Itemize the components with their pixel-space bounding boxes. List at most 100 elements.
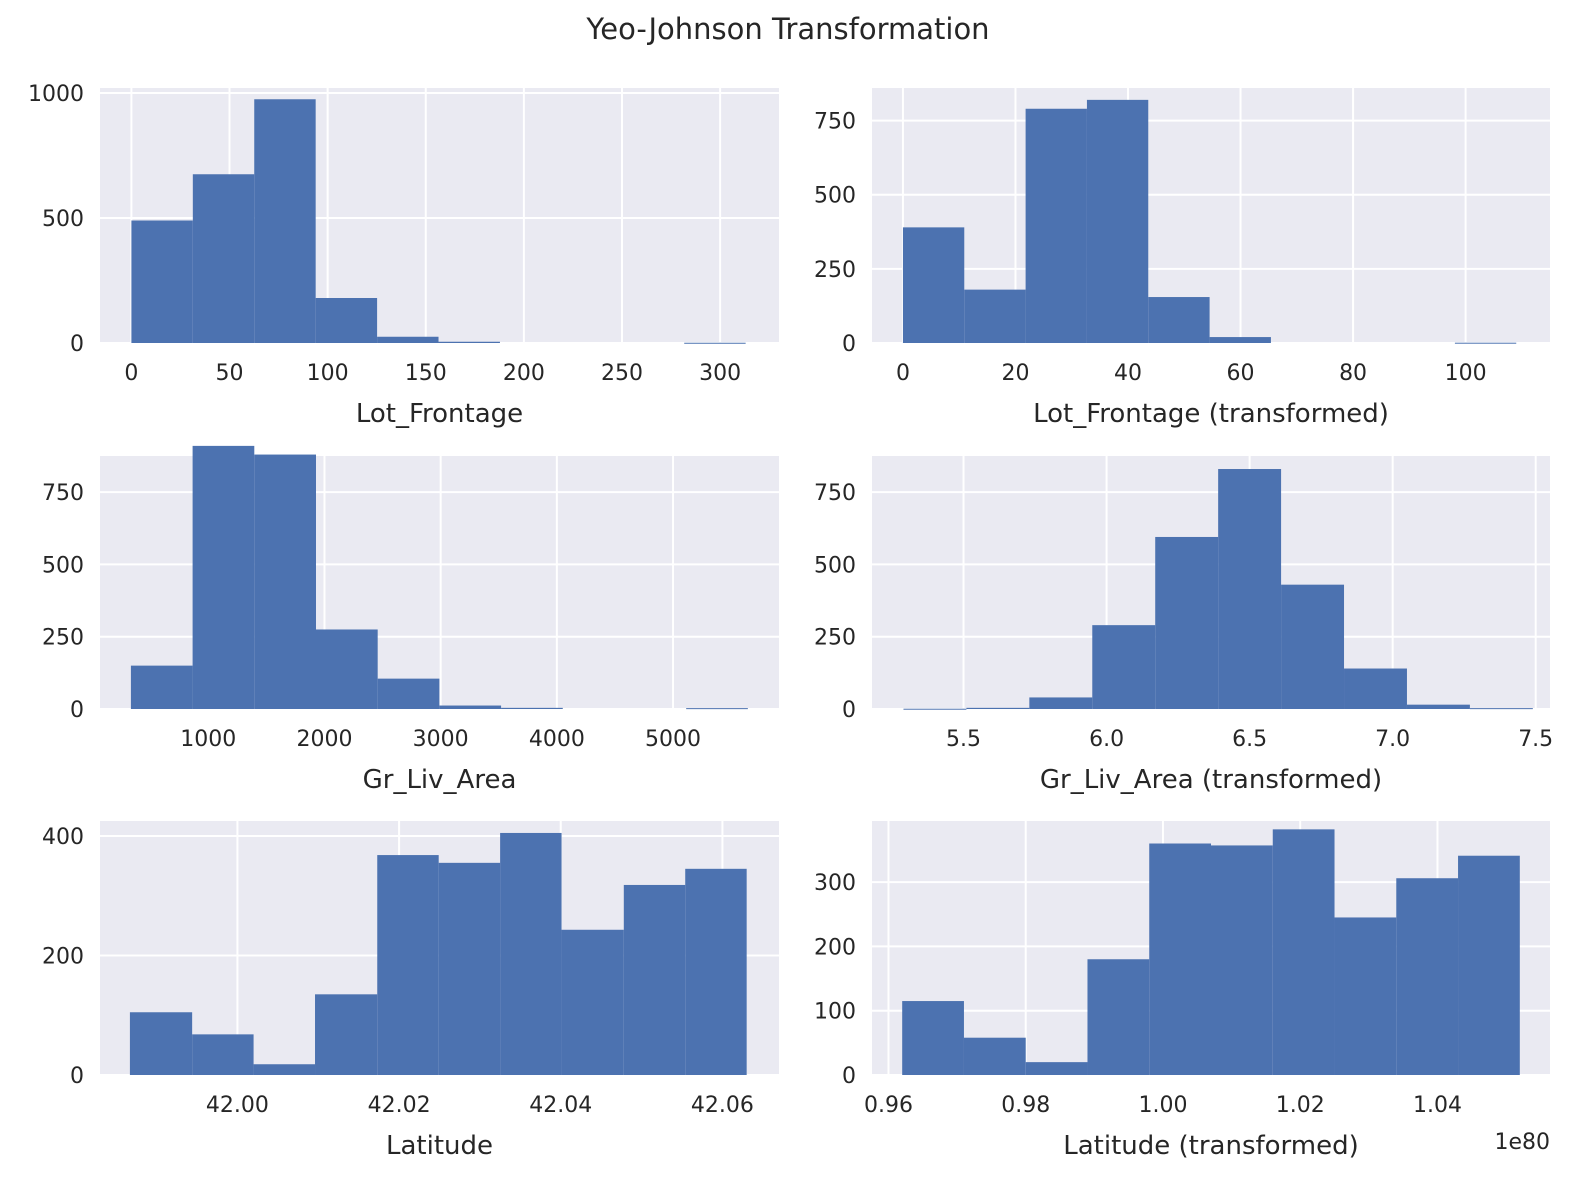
subplot-5: 42.00 42.02 42.04 42.06 0 200 400 Latitude: [42, 821, 779, 1161]
histogram-bar: [315, 629, 378, 709]
y-tick-label: 0: [842, 332, 856, 357]
histogram-bar: [1211, 845, 1273, 1075]
y-tick-label: 250: [814, 258, 856, 283]
histogram-bar: [902, 1001, 964, 1075]
histogram-bar: [966, 707, 1030, 709]
x-tick-label: 5.5: [946, 727, 981, 752]
histogram-bar: [1086, 99, 1149, 343]
histogram-bar: [685, 868, 747, 1075]
histogram-bar: [903, 708, 967, 710]
x-tick-label: 42.06: [691, 1093, 754, 1118]
y-tick-label: 750: [814, 110, 856, 135]
histogram-bar: [192, 445, 255, 709]
x-tick-label: 0: [896, 361, 910, 386]
x-tick-label: 0.98: [1001, 1093, 1050, 1118]
histogram-bar: [1334, 917, 1397, 1075]
y-tick-label: 100: [814, 1000, 856, 1025]
histogram-bar: [377, 336, 439, 343]
histogram-bar: [684, 342, 746, 344]
histogram-bar: [1396, 878, 1459, 1075]
x-tick-label: 6.5: [1232, 727, 1267, 752]
x-axis-label: Latitude (transformed): [1063, 1131, 1359, 1161]
histogram-bar: [377, 855, 439, 1075]
y-tick-label: 0: [70, 1064, 84, 1089]
histogram-bar: [1209, 337, 1271, 343]
x-tick-label: 50: [216, 361, 244, 386]
histogram-bar: [377, 678, 440, 709]
histogram-bar: [1454, 342, 1517, 344]
y-tick-label: 1000: [28, 82, 84, 107]
x-axis-offset-label: 1e80: [1494, 1130, 1550, 1155]
histogram-bar: [315, 994, 378, 1075]
y-tick-label: 750: [42, 481, 84, 506]
histogram-bar: [129, 1012, 193, 1075]
histogram-bar: [964, 289, 1026, 343]
histogram-bar: [1406, 704, 1470, 709]
y-tick-label: 500: [42, 207, 84, 232]
histogram-bar: [1148, 297, 1210, 343]
subplot-6: 0.96 0.98 1.00 1.02 1.04 0 100 200 300 Latitude (…: [814, 821, 1550, 1161]
x-tick-label: 1.04: [1413, 1093, 1462, 1118]
y-tick-label: 500: [814, 184, 856, 209]
histogram-bar: [254, 99, 316, 343]
y-tick-label: 200: [814, 935, 856, 960]
y-tick-label: 0: [70, 332, 84, 357]
x-tick-label: 2000: [296, 727, 352, 752]
x-tick-label: 200: [503, 361, 545, 386]
figure-title: Yeo-Johnson Transformation: [586, 12, 990, 46]
histogram-bar: [192, 174, 255, 343]
x-axis-label: Gr_Liv_Area (transformed): [1040, 765, 1382, 795]
x-tick-label: 5000: [645, 727, 701, 752]
x-tick-label: 80: [1339, 361, 1367, 386]
x-tick-label: 20: [1001, 361, 1029, 386]
subplot-2: 0 20 40 60 80 100 0 250 500 750 Lot_Frontage (tran…: [814, 88, 1550, 429]
histogram-bar: [501, 707, 563, 709]
x-tick-label: 1.00: [1138, 1093, 1187, 1118]
x-tick-label: 250: [601, 361, 643, 386]
x-axis-label: Lot_Frontage: [356, 399, 523, 429]
subplot-1: 0 50 100 150 200 250 300 0 500 1000 Lot_Frontage: [28, 82, 779, 429]
x-tick-label: 7.0: [1375, 727, 1410, 752]
y-tick-label: 500: [814, 553, 856, 578]
histogram-bar: [1087, 959, 1150, 1075]
x-tick-label: 0: [124, 361, 138, 386]
histogram-bar: [1025, 108, 1087, 343]
x-tick-label: 7.5: [1518, 727, 1553, 752]
y-tick-label: 750: [814, 481, 856, 506]
x-tick-label: 60: [1227, 361, 1255, 386]
subplot-3: 1000 2000 3000 4000 5000 0 250 500 750 Gr_Liv_Are…: [42, 445, 779, 795]
histogram-bar: [963, 1037, 1026, 1075]
histogram-bar: [1029, 697, 1093, 709]
histogram-bar: [1281, 584, 1345, 709]
histogram-bar: [902, 227, 965, 343]
x-tick-label: 42.00: [206, 1093, 269, 1118]
histogram-bar: [561, 929, 624, 1075]
y-tick-label: 0: [842, 698, 856, 723]
histogram-bar: [253, 1064, 316, 1075]
x-axis-label: Latitude: [386, 1131, 493, 1161]
x-tick-label: 4000: [529, 727, 585, 752]
x-tick-label: 100: [307, 361, 349, 386]
histogram-bar: [1458, 855, 1520, 1075]
x-tick-label: 150: [405, 361, 447, 386]
histogram-bar: [254, 454, 316, 709]
x-tick-label: 1000: [180, 727, 236, 752]
subplot-4: 5.5 6.0 6.5 7.0 7.5 0 250 500 750 Gr_Liv_Area (tr…: [814, 456, 1553, 795]
histogram-bar: [686, 708, 748, 710]
x-tick-label: 42.04: [529, 1093, 592, 1118]
histogram-bar: [1469, 708, 1533, 710]
x-axis-label: Gr_Liv_Area: [363, 765, 517, 795]
histogram-bar: [130, 665, 193, 709]
x-tick-label: 3000: [413, 727, 469, 752]
x-axis-label: Lot_Frontage (transformed): [1033, 399, 1389, 429]
y-tick-label: 250: [42, 626, 84, 651]
histogram-bar: [192, 1034, 254, 1075]
histogram-bar: [1272, 829, 1335, 1075]
histogram-bar: [438, 862, 501, 1075]
histogram-bar: [500, 832, 562, 1075]
y-tick-label: 400: [42, 825, 84, 850]
x-tick-label: 6.0: [1089, 727, 1124, 752]
histogram-bar: [439, 705, 502, 709]
